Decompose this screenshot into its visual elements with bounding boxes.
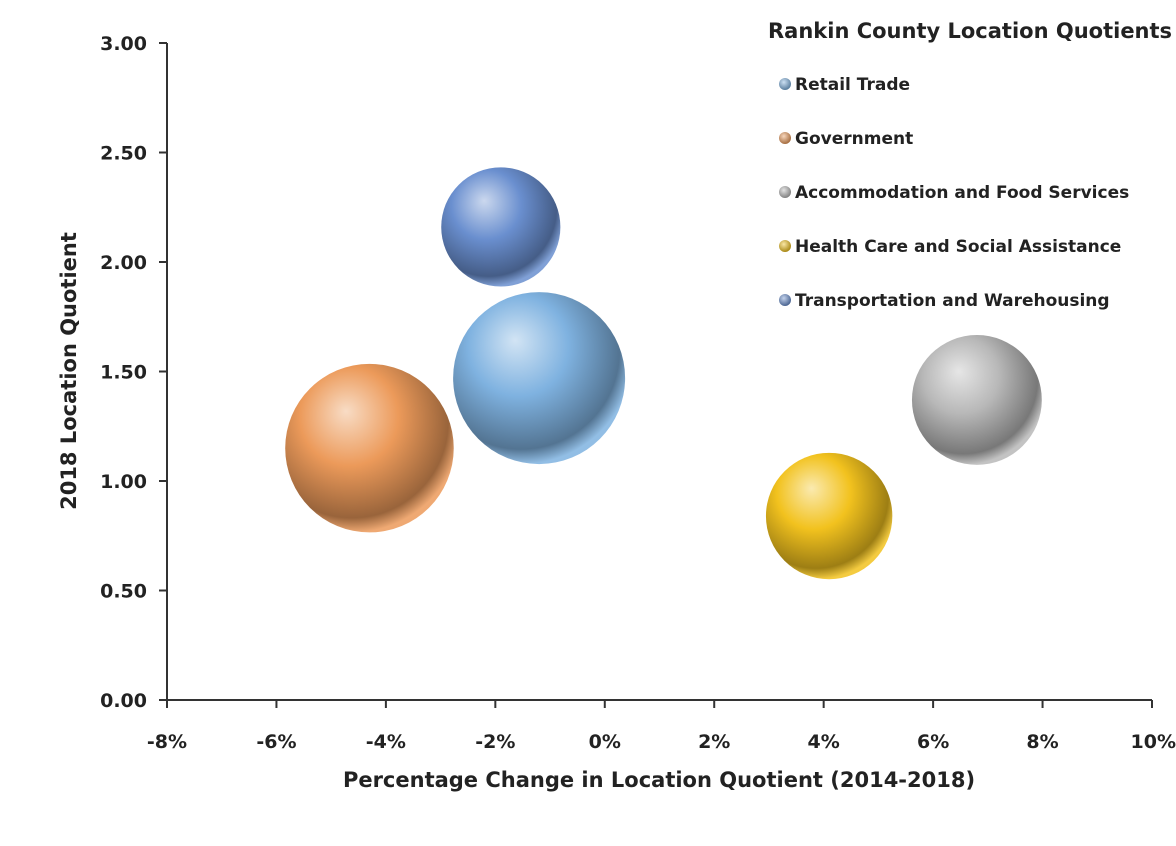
legend-label: Retail Trade xyxy=(795,75,910,95)
x-tick-label: 0% xyxy=(589,731,621,753)
bubble-health-care-and-social-assistance xyxy=(765,452,893,580)
x-tick-label: -2% xyxy=(475,731,515,753)
x-tick-label: 4% xyxy=(808,731,840,753)
legend-marker xyxy=(779,132,791,144)
x-axis-title: Percentage Change in Location Quotient (… xyxy=(343,768,975,792)
y-axis-ticks: 0.00 0.50 1.00 1.50 2.00 2.50 3.00 xyxy=(100,33,167,712)
legend-marker xyxy=(779,186,791,198)
legend-marker xyxy=(779,78,791,90)
legend-label: Government xyxy=(795,129,913,149)
x-tick-label: -6% xyxy=(256,731,296,753)
x-tick-label: 2% xyxy=(698,731,730,753)
legend-marker xyxy=(779,294,791,306)
legend-label: Health Care and Social Assistance xyxy=(795,237,1121,257)
legend-title: Rankin County Location Quotients xyxy=(768,19,1172,43)
y-axis-title: 2018 Location Quotient xyxy=(57,232,81,510)
legend: Rankin County Location Quotients Retail … xyxy=(768,19,1172,311)
x-tick-label: 6% xyxy=(917,731,949,753)
x-tick-label: 10% xyxy=(1131,731,1176,753)
bubble-government xyxy=(285,363,454,533)
x-tick-label: -4% xyxy=(366,731,406,753)
x-tick-label: 8% xyxy=(1026,731,1058,753)
y-tick-label: 3.00 xyxy=(100,33,147,55)
x-axis-ticks: -8% -6% -4% -2% 0% 2% 4% 6% 8% 10% xyxy=(147,700,1176,753)
bubbles xyxy=(285,167,1042,580)
legend-label: Transportation and Warehousing xyxy=(795,291,1110,311)
bubble-transportation-and-warehousing xyxy=(441,167,561,287)
y-tick-label: 2.00 xyxy=(100,252,147,274)
y-tick-label: 1.00 xyxy=(100,471,147,493)
bubble-accommodation-and-food-services xyxy=(911,335,1042,465)
y-tick-label: 0.50 xyxy=(100,581,147,603)
bubble-retail-trade xyxy=(453,292,626,465)
legend-label: Accommodation and Food Services xyxy=(795,183,1129,203)
y-tick-label: 2.50 xyxy=(100,143,147,165)
y-tick-label: 0.00 xyxy=(100,690,147,712)
y-tick-label: 1.50 xyxy=(100,362,147,384)
legend-marker xyxy=(779,240,791,252)
x-tick-label: -8% xyxy=(147,731,187,753)
